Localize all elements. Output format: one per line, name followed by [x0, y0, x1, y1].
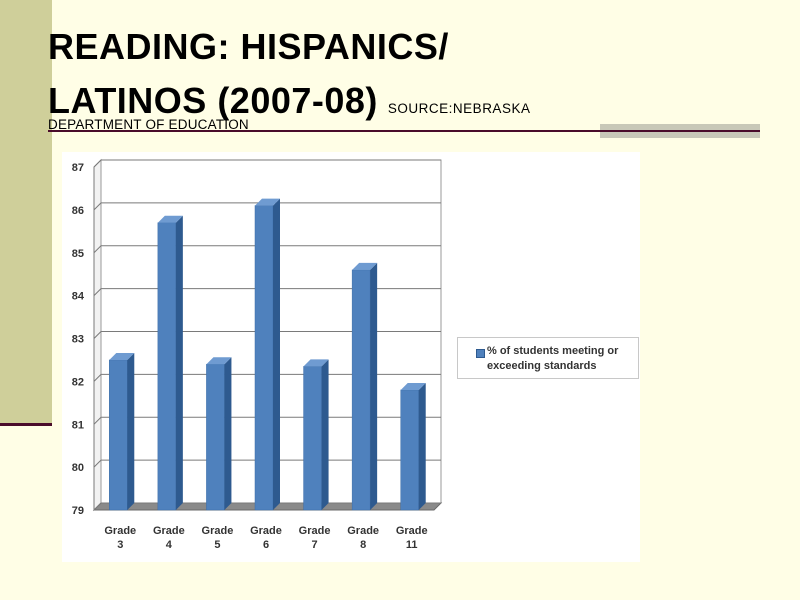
y-tick-label: 82 — [72, 376, 84, 388]
slide-title-line1: READING: HISPANICS/ — [48, 26, 449, 67]
x-tick-label: Grade 7 — [299, 525, 331, 551]
source-label: SOURCE:NEBRASKA — [387, 101, 531, 116]
slide-title-line2: LATINOS (2007-08) — [48, 80, 378, 121]
y-tick-label: 81 — [72, 419, 84, 431]
bar-side — [224, 357, 232, 510]
bar-top — [157, 215, 183, 223]
legend-label: % of students meeting or exceeding stand… — [487, 345, 619, 372]
gridline — [93, 331, 441, 339]
gridline — [93, 202, 441, 211]
x-tick-label: Grade 3 — [104, 525, 136, 551]
y-tick-label: 84 — [72, 291, 85, 303]
bar-top — [206, 357, 232, 365]
bar — [303, 366, 322, 511]
bar — [351, 269, 371, 511]
bar-side — [418, 382, 426, 510]
chart-legend: % of students meeting or exceeding stand… — [457, 337, 639, 379]
y-tick-label: 79 — [72, 505, 84, 517]
bar — [254, 205, 274, 511]
y-tick-label: 83 — [72, 334, 84, 346]
bar — [157, 222, 177, 511]
bar-top — [352, 262, 378, 270]
bar-side — [273, 198, 280, 510]
y-tick-label: 80 — [72, 462, 84, 474]
gridline — [93, 245, 441, 254]
bar-side — [175, 215, 183, 511]
x-tick-label: Grade 5 — [202, 525, 234, 551]
bar — [109, 359, 128, 511]
y-tick-label: 87 — [72, 162, 84, 174]
source-department: DEPARTMENT OF EDUCATION — [48, 117, 249, 132]
bar — [206, 363, 225, 511]
bar — [400, 389, 419, 511]
x-tick-label: Grade 4 — [153, 525, 185, 551]
bar-side — [127, 352, 135, 510]
slide-title: READING: HISPANICS/LATINOS (2007-08) SOUR… — [48, 20, 788, 136]
legend-swatch — [476, 349, 485, 358]
bar-top — [400, 382, 426, 390]
bar-side — [321, 359, 329, 510]
gridline — [93, 159, 441, 168]
title-rule — [48, 130, 760, 132]
x-tick-label: Grade 8 — [347, 525, 379, 551]
x-tick-label: Grade 11 — [396, 525, 428, 551]
bar-top — [255, 198, 280, 206]
left-decor-bar — [0, 0, 52, 425]
chart-panel: 79 80 81 82 83 84 85 86 87 Grade 3 Grade 4 Grade 5 Grad… — [62, 152, 640, 562]
y-tick-label: 85 — [72, 248, 84, 260]
x-tick-label: Grade 6 — [250, 525, 282, 551]
bar-top — [303, 359, 329, 367]
accent-box — [600, 124, 760, 138]
bar-chart: 79 80 81 82 83 84 85 86 87 Grade 3 Grade 4 Grade 5 Grad… — [72, 158, 443, 551]
y-tick-label: 86 — [72, 205, 84, 217]
gridline — [93, 288, 441, 296]
bar-top — [109, 352, 135, 360]
left-decor-rule — [0, 423, 52, 426]
bar-side — [370, 262, 378, 510]
